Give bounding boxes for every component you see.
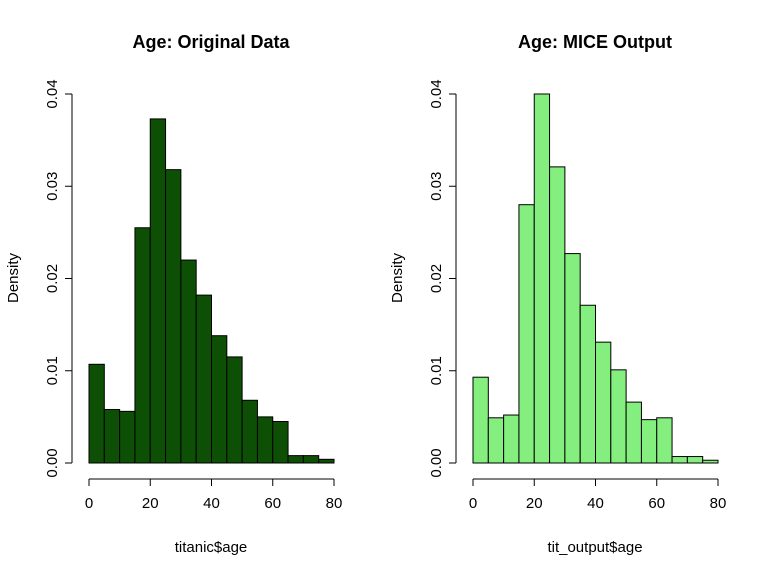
y-tick-label: 0.02 xyxy=(428,264,445,293)
histogram-bar xyxy=(318,458,335,464)
y-axis-label: Density xyxy=(389,252,406,303)
histogram-bar xyxy=(686,456,704,464)
bar-group xyxy=(472,93,719,464)
histogram-bar xyxy=(165,169,182,464)
histogram-bar xyxy=(211,335,228,464)
histogram-bar xyxy=(287,455,304,464)
y-tick-label: 0.00 xyxy=(44,448,61,477)
histogram-bar xyxy=(518,204,535,464)
x-tick-label: 20 xyxy=(142,495,159,512)
x-axis-label: tit_output$age xyxy=(547,539,642,556)
y-tick-label: 0.01 xyxy=(44,356,61,385)
histogram-bar xyxy=(595,341,612,464)
x-tick-label: 40 xyxy=(587,495,604,512)
histogram-bar xyxy=(119,410,136,464)
y-tick-label: 0.02 xyxy=(44,264,61,293)
histogram-bar xyxy=(656,417,673,464)
histogram-bar xyxy=(180,259,197,464)
histogram-bar xyxy=(579,304,596,464)
x-axis-label: titanic$age xyxy=(175,539,248,556)
panel-title: Age: MICE Output xyxy=(518,32,672,52)
histogram-bar xyxy=(472,376,489,464)
panel-original-data: Age: Original Data 0 20 40 60 80 0.000.010.0… xyxy=(5,32,342,556)
histogram-bar xyxy=(88,363,105,464)
y-tick-label: 0.01 xyxy=(428,356,445,385)
histogram-bar xyxy=(302,455,320,464)
y-tick-label: 0.04 xyxy=(44,79,61,108)
x-tick-label: 0 xyxy=(85,495,93,512)
histogram-bar xyxy=(503,414,520,464)
histogram-bar xyxy=(549,166,566,464)
histogram-bar xyxy=(702,459,719,464)
y-axis: 0.00 0.01 0.02 0.03 0.04 xyxy=(428,79,457,478)
histogram-bar xyxy=(149,118,167,464)
histogram-bar xyxy=(625,401,642,464)
x-tick-label: 80 xyxy=(710,495,727,512)
y-tick-label: 0.03 xyxy=(44,172,61,201)
x-tick-label: 60 xyxy=(264,495,281,512)
panel-mice-output: Age: MICE Output 0 20 40 60 80 0.000.010.020… xyxy=(389,32,726,556)
y-tick-label: 0.00 xyxy=(428,448,445,477)
x-tick-label: 20 xyxy=(526,495,543,512)
histogram-bar xyxy=(134,227,151,464)
histogram-bar xyxy=(195,294,212,464)
histogram-bar xyxy=(671,456,688,464)
y-tick-label: 0.04 xyxy=(428,79,445,108)
y-tick-label: 0.03 xyxy=(428,172,445,201)
histogram-bar xyxy=(487,417,505,464)
x-tick-label: 40 xyxy=(203,495,220,512)
histogram-bar xyxy=(272,420,289,464)
histogram-bar xyxy=(610,369,627,464)
histogram-bar xyxy=(533,93,551,464)
histogram-bar xyxy=(564,253,581,464)
histogram-bar xyxy=(241,399,258,464)
panel-title: Age: Original Data xyxy=(132,32,290,52)
histogram-bar xyxy=(226,356,243,464)
x-tick-label: 0 xyxy=(469,495,477,512)
x-tick-label: 60 xyxy=(648,495,665,512)
histogram-bar xyxy=(103,408,121,464)
x-axis: 0 20 40 60 80 xyxy=(85,478,343,512)
histogram-bar xyxy=(256,416,274,464)
x-tick-label: 80 xyxy=(326,495,343,512)
bar-group xyxy=(88,118,335,464)
x-axis: 0 20 40 60 80 xyxy=(469,478,727,512)
histogram-bar xyxy=(640,419,658,464)
y-axis-label: Density xyxy=(5,252,22,303)
y-axis: 0.00 0.01 0.02 0.03 0.04 xyxy=(44,79,73,478)
